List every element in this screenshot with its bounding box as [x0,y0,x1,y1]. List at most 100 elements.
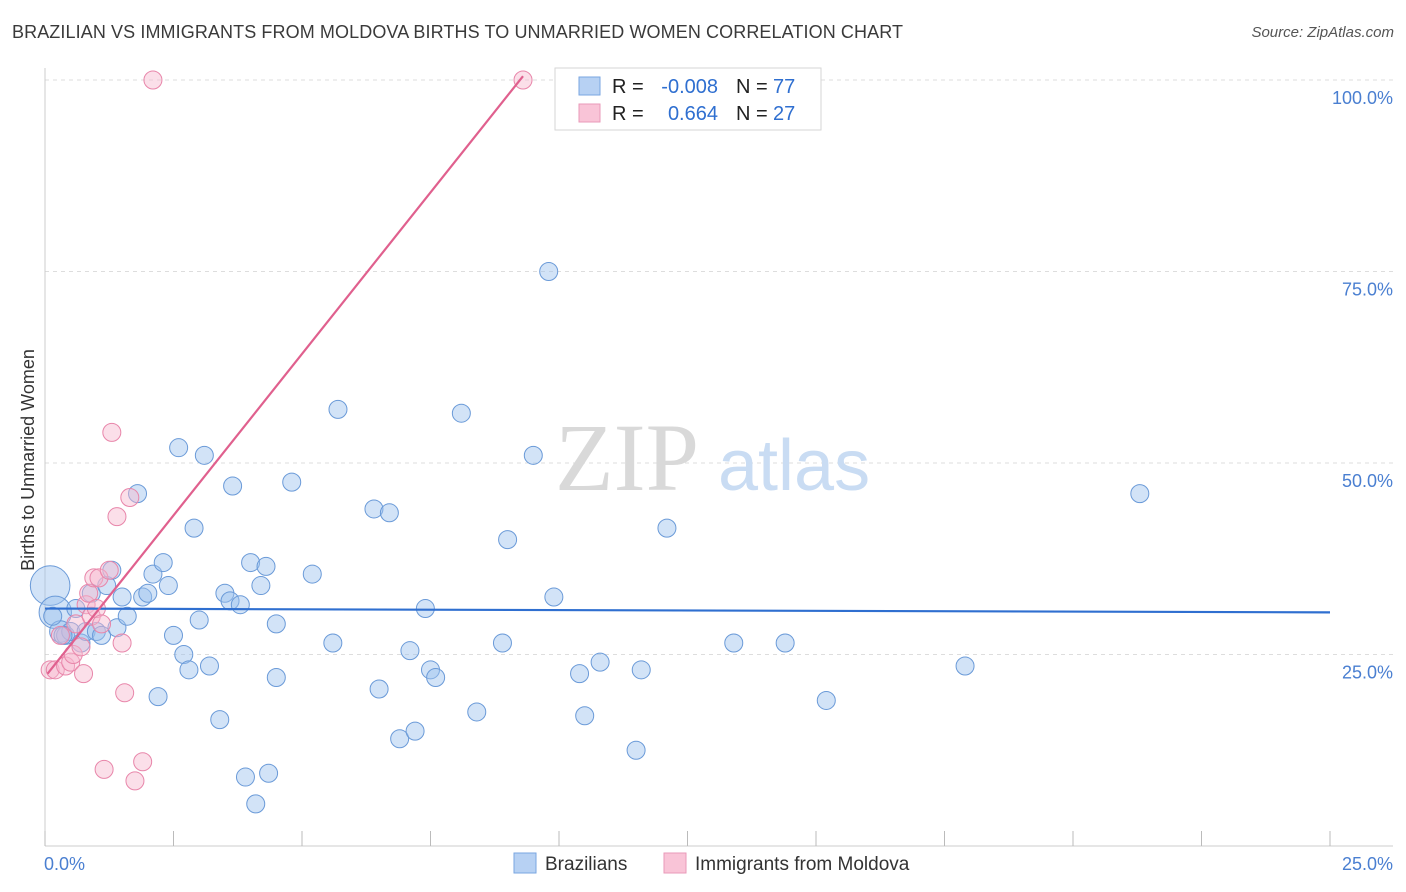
moldova-trend-line [46,75,524,675]
legend-n-value-1: 77 [773,76,795,98]
brazilians-point-26 [179,660,199,680]
moldova-point-22 [120,487,140,507]
moldova-point-3 [56,656,76,676]
watermark: ZIP atlas [555,404,870,511]
brazilians-point-58 [467,702,487,722]
moldova-point-6 [66,614,86,634]
brazilians-point-1 [38,595,72,630]
moldova-point-1 [45,660,65,680]
brazilians-point-21 [153,553,173,573]
moldova-point-25 [143,70,163,90]
brazilians-point-17 [133,587,153,607]
axes [44,68,1393,847]
legend-r-value-1: -0.008 [661,76,718,98]
brazilians-point-31 [210,710,230,730]
brazilians-point-43 [266,667,286,687]
brazilians-point-61 [523,445,543,465]
brazilians-point-48 [364,499,384,519]
moldova-point-20 [112,633,132,653]
legend-n-label-1: N = [736,76,768,98]
brazilians-point-71 [775,633,795,653]
brazilians-point-65 [575,706,595,726]
bottom-legend-swatch-moldova [663,852,687,874]
moldova-point-10 [79,583,99,603]
brazilians-point-27 [184,518,204,538]
x-tick-label-left: 0.0% [44,854,85,874]
brazilians-point-59 [492,633,512,653]
brazilians-point-42 [266,614,286,634]
moldova-point-12 [84,568,104,588]
y-tick-label-3: 25.0% [1342,663,1393,683]
moldova-point-24 [133,752,153,772]
brazilians-point-7 [76,622,96,642]
moldova-point-26 [513,70,533,90]
brazilians-point-35 [230,595,250,615]
brazilians-point-14 [112,587,132,607]
moldova-point-21 [115,683,135,703]
brazilians-point-0 [29,565,71,606]
brazilians-point-69 [657,518,677,538]
series-legend: Brazilians Immigrants from Moldova [513,852,910,875]
y-tick-labels: 100.0% 75.0% 50.0% 25.0% [1332,88,1393,683]
moldova-point-16 [94,759,114,779]
brazilians-point-30 [199,656,219,676]
brazilians-point-34 [223,476,243,496]
brazilians-point-60 [498,530,518,550]
moldova-point-4 [61,652,81,672]
moldova-point-15 [92,614,112,634]
brazilians-point-29 [194,445,214,465]
brazilians-point-46 [323,633,343,653]
source-label: Source: ZipAtlas.com [1251,24,1394,41]
brazilians-point-22 [158,576,178,596]
brazilians-point-20 [148,687,168,707]
legend-r-label-1: R = [612,76,644,98]
legend-swatch-brazilians [578,76,601,96]
brazilians-point-51 [390,729,410,749]
brazilians-point-39 [251,576,271,596]
moldova-point-7 [71,637,91,657]
legend-swatch-moldova [578,103,601,123]
watermark-atlas: atlas [718,426,870,506]
brazilians-point-10 [92,625,112,645]
brazilians-point-56 [426,667,446,687]
brazilians-point-25 [174,645,194,664]
brazilians-point-73 [955,656,975,676]
moldova-point-8 [74,664,94,684]
moldova-point-14 [89,568,109,588]
moldova-point-2 [50,625,70,645]
brazilians-point-44 [282,472,302,492]
legend-n-value-2: 27 [773,103,795,125]
x-tick-label-right: 25.0% [1342,854,1393,874]
bottom-legend-label-moldova: Immigrants from Moldova [695,854,910,875]
brazilians-point-37 [241,553,261,573]
stats-legend: R = -0.008 N = 77 R = 0.664 N = 27 [554,67,822,131]
moldova-point-17 [99,560,119,580]
brazilians-point-41 [259,763,279,783]
brazilians-point-54 [415,599,435,619]
brazilians-point-66 [590,652,610,672]
moldova-point-18 [102,422,122,442]
brazilians-point-57 [451,403,471,423]
brazilians-point-68 [631,660,651,680]
brazilians-point-64 [570,664,590,684]
brazilians-point-62 [539,262,559,281]
brazilians-point-15 [117,606,137,626]
legend-r-value-2: 0.664 [668,103,718,125]
brazilians-point-49 [369,679,389,699]
trend-lines [44,75,1331,675]
legend-n-label-2: N = [736,103,768,125]
brazilians-point-28 [189,610,209,630]
brazilians-trend-line [44,607,1331,614]
brazilians-point-45 [302,564,322,584]
brazilians-point-74 [1130,484,1150,504]
y-tick-label-1: 75.0% [1342,280,1393,300]
brazilians-point-63 [544,587,564,607]
brazilians-point-76 [43,606,63,626]
moldova-point-23 [125,771,145,791]
chart-title: BRAZILIAN VS IMMIGRANTS FROM MOLDOVA BIR… [12,22,904,42]
brazilians-point-72 [816,690,836,710]
moldova-point-5 [63,645,83,664]
brazilians-point-18 [138,583,158,603]
legend-r-label-2: R = [612,103,644,125]
